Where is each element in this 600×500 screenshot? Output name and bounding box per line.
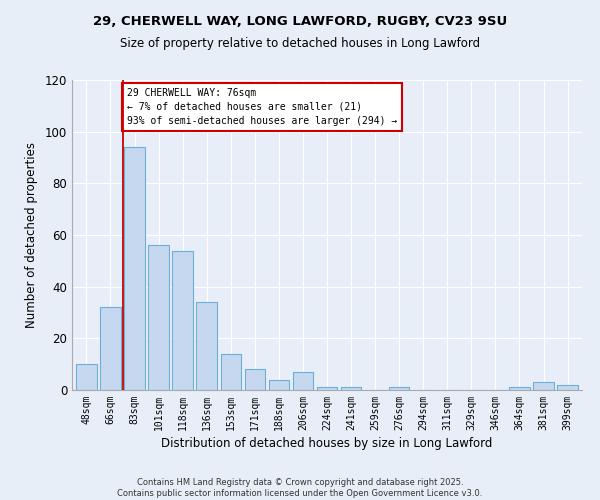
Bar bbox=[245, 370, 265, 390]
Text: Contains HM Land Registry data © Crown copyright and database right 2025.
Contai: Contains HM Land Registry data © Crown c… bbox=[118, 478, 482, 498]
Bar bbox=[269, 380, 289, 390]
Bar bbox=[221, 354, 241, 390]
Bar bbox=[389, 388, 409, 390]
Bar bbox=[533, 382, 554, 390]
Bar bbox=[341, 388, 361, 390]
Bar bbox=[509, 388, 530, 390]
Text: Size of property relative to detached houses in Long Lawford: Size of property relative to detached ho… bbox=[120, 38, 480, 51]
Bar bbox=[557, 385, 578, 390]
Text: 29 CHERWELL WAY: 76sqm
← 7% of detached houses are smaller (21)
93% of semi-deta: 29 CHERWELL WAY: 76sqm ← 7% of detached … bbox=[127, 88, 398, 126]
Bar bbox=[100, 308, 121, 390]
Bar bbox=[196, 302, 217, 390]
X-axis label: Distribution of detached houses by size in Long Lawford: Distribution of detached houses by size … bbox=[161, 437, 493, 450]
Bar bbox=[317, 388, 337, 390]
Bar bbox=[76, 364, 97, 390]
Bar bbox=[293, 372, 313, 390]
Text: 29, CHERWELL WAY, LONG LAWFORD, RUGBY, CV23 9SU: 29, CHERWELL WAY, LONG LAWFORD, RUGBY, C… bbox=[93, 15, 507, 28]
Y-axis label: Number of detached properties: Number of detached properties bbox=[25, 142, 38, 328]
Bar bbox=[148, 246, 169, 390]
Bar bbox=[172, 250, 193, 390]
Bar bbox=[124, 147, 145, 390]
